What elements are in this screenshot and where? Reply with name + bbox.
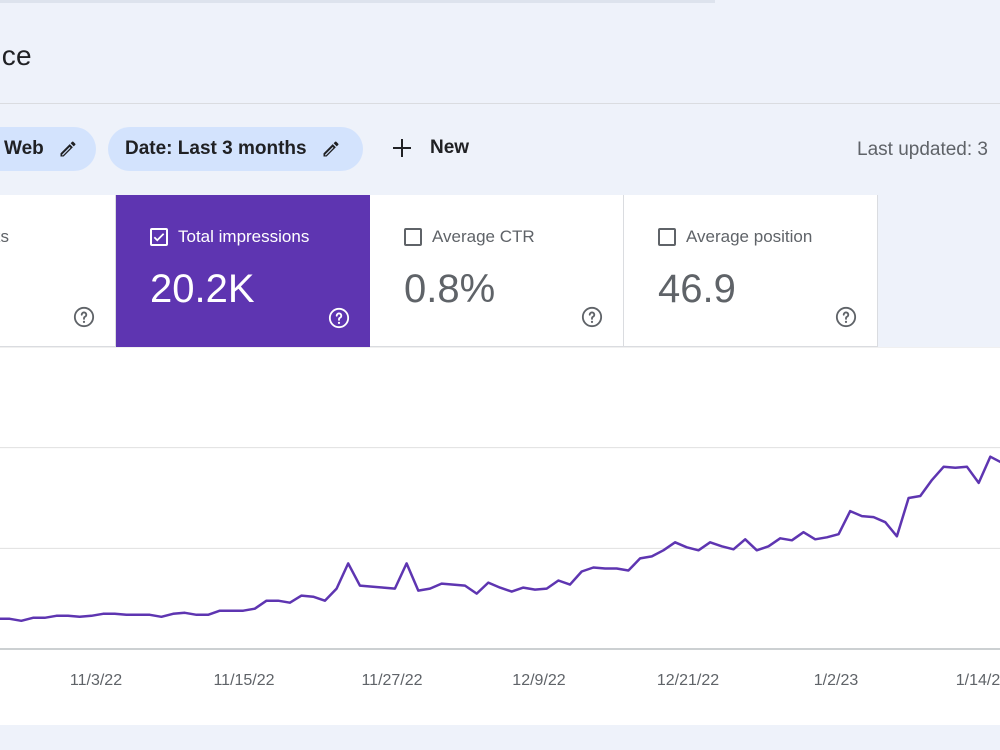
- metric-label: Average CTR: [404, 227, 535, 247]
- x-tick-label: 11/3/22: [70, 672, 122, 689]
- header-divider: [0, 103, 1000, 104]
- x-tick-label: 11/15/22: [213, 672, 274, 689]
- new-filter-label: New: [430, 137, 470, 158]
- help-circle-icon[interactable]: [328, 307, 350, 329]
- metric-cards: ks Total impressions 20.2K Average CTR 0…: [0, 195, 1000, 347]
- page-title: nce: [0, 40, 32, 71]
- metric-value: 20.2K: [150, 267, 255, 311]
- metric-label: ks: [0, 227, 9, 246]
- metric-label-text: Average CTR: [432, 227, 535, 246]
- x-tick-label: 12/21/22: [657, 672, 719, 689]
- metric-card-total-impressions[interactable]: Total impressions 20.2K: [116, 195, 370, 347]
- x-tick-label: 11/27/22: [361, 672, 422, 689]
- metric-card-average-position[interactable]: Average position 46.9: [624, 195, 878, 347]
- metric-value: 0.8%: [404, 267, 496, 311]
- performance-chart: 11/3/22 11/15/22 11/27/22 12/9/22 12/21/22 1/…: [0, 347, 1000, 689]
- metric-card-average-ctr[interactable]: Average CTR 0.8%: [370, 195, 624, 347]
- checkbox-checked-icon: [150, 228, 168, 246]
- search-type-filter-chip[interactable]: Web: [0, 127, 96, 171]
- metric-label: Average position: [658, 227, 812, 247]
- bottom-band: [0, 725, 1000, 750]
- metric-label-text: Total impressions: [178, 227, 310, 246]
- help-circle-icon[interactable]: [73, 306, 95, 328]
- date-filter-label: Date: Last 3 months: [125, 138, 307, 159]
- x-tick-label: 1/14/2: [956, 672, 1000, 689]
- date-filter-chip[interactable]: Date: Last 3 months: [108, 127, 363, 171]
- help-circle-icon[interactable]: [835, 306, 857, 328]
- search-type-label: Web: [4, 138, 44, 159]
- plus-icon: [390, 136, 414, 160]
- help-circle-icon[interactable]: [581, 306, 603, 328]
- metric-label-text: Average position: [686, 227, 813, 246]
- metric-value: 46.9: [658, 267, 736, 311]
- new-filter-button[interactable]: New: [390, 136, 469, 160]
- pencil-icon: [58, 139, 78, 159]
- metric-label: Total impressions: [150, 227, 309, 247]
- checkbox-icon: [658, 228, 676, 246]
- impressions-series-line: [0, 455, 1000, 623]
- top-strip: [0, 0, 715, 3]
- pencil-icon: [321, 139, 341, 159]
- checkbox-icon: [404, 228, 422, 246]
- x-tick-label: 1/2/23: [814, 672, 859, 689]
- x-tick-label: 12/9/22: [512, 672, 565, 689]
- last-updated-text: Last updated: 3: [857, 139, 988, 160]
- metric-card-clicks[interactable]: ks: [0, 195, 116, 347]
